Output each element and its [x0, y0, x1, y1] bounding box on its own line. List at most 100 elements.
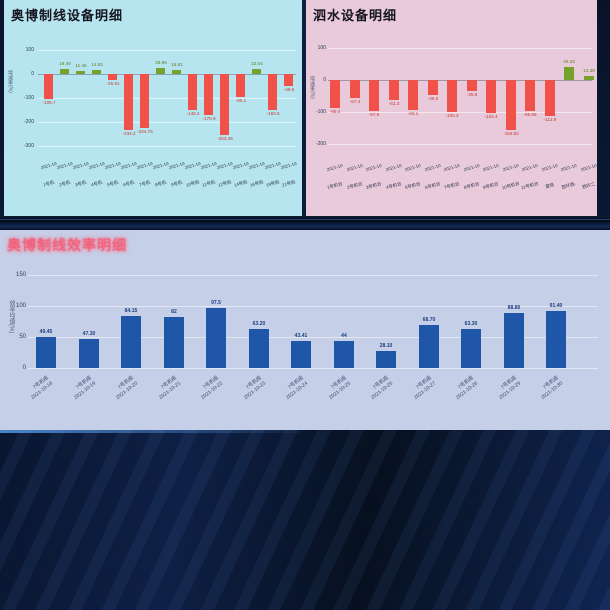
y-tick-label: 50 — [19, 334, 26, 340]
bar[interactable] — [188, 74, 197, 110]
bar-value-label: 47.30 — [82, 330, 95, 337]
bar[interactable] — [220, 74, 229, 135]
bar-value-label: -95.98 — [523, 111, 537, 118]
bar-value-label: -25.91 — [105, 81, 120, 87]
bar-value-label: -253.45 — [216, 136, 233, 142]
y-tick-label: -300 — [23, 143, 34, 149]
bar[interactable] — [60, 69, 69, 74]
bar[interactable] — [124, 74, 133, 131]
bar[interactable] — [544, 80, 555, 117]
bar[interactable] — [252, 68, 261, 74]
bar[interactable] — [206, 307, 226, 368]
gridline — [328, 80, 592, 81]
bar-value-label: 19.49 — [58, 61, 71, 68]
chart-title-aobo: 奥博制线设备明细 — [11, 8, 124, 23]
bar-value-label: 97.5 — [211, 299, 221, 306]
bar[interactable] — [505, 80, 516, 131]
bar[interactable] — [466, 80, 477, 92]
y-tick-label: 100 — [15, 303, 26, 309]
bar[interactable] — [204, 74, 213, 116]
bar[interactable] — [156, 67, 165, 74]
panel-aobo-equipment-chart: 奥博制线设备明细 增减率(%) 100 0 -100 -200 -300 -105.7 20… — [4, 0, 302, 216]
bar[interactable] — [564, 67, 574, 80]
bar-value-label: -57.4 — [349, 99, 360, 106]
y-axis-title: 增减率(%) — [7, 70, 13, 93]
bar-value-label: -150.5 — [265, 111, 280, 117]
bar-value-label: -105.7 — [41, 100, 56, 107]
plot-area-sishui: 100 0 -100 -200 -88.4 2021-10 1号机台 -57.4 2021-10… — [306, 0, 597, 216]
bar-value-label: -88.4 — [329, 109, 341, 116]
bar[interactable] — [108, 74, 117, 81]
bar[interactable] — [36, 337, 56, 368]
y-tick-label: 100 — [25, 47, 34, 53]
bar-value-label: 91.40 — [549, 303, 563, 310]
bar[interactable] — [76, 71, 85, 74]
bar-value-label: 11.46 — [74, 63, 87, 69]
gridline — [38, 146, 296, 147]
bar-value-label: -48.6 — [283, 86, 294, 93]
bar-value-label: 88.80 — [507, 305, 520, 311]
gridline — [28, 275, 598, 276]
panel-sishui-equipment-chart: 泗水设备明细 增减率(%) 100 0 -100 -200 -88.4 2021-10 1号… — [306, 0, 597, 216]
bar-value-label: 43.41 — [294, 333, 308, 339]
bar-value-label: 63.20 — [252, 321, 265, 327]
y-axis-title: 效率均值(%) — [8, 300, 14, 334]
bar[interactable] — [248, 328, 269, 368]
y-tick-label: -100 — [315, 109, 326, 115]
y-tick-label: 0 — [31, 71, 34, 77]
y-tick-label: 150 — [15, 272, 26, 278]
y-tick-label: 0 — [323, 77, 326, 83]
bar-value-label: -224.76 — [136, 129, 153, 135]
bar-value-label: 68.70 — [422, 317, 435, 324]
bar[interactable] — [92, 70, 101, 74]
bar[interactable] — [121, 315, 141, 368]
bar[interactable] — [546, 311, 566, 368]
bar[interactable] — [427, 80, 438, 95]
gridline — [38, 50, 296, 51]
bar[interactable] — [369, 80, 379, 112]
bar[interactable] — [330, 80, 340, 109]
bar[interactable] — [376, 350, 396, 368]
tables-section: 奥博制线单班电耗汇总 ⇅设备名称▼⇅时间范围▼⇅班次▼⇅电耗(kWh)▼ +14… — [0, 430, 610, 610]
bar[interactable] — [408, 80, 418, 110]
bar-value-label: -148.4 — [185, 110, 200, 117]
bar[interactable] — [388, 80, 399, 100]
plot-area-efficiency: 150 100 50 0 49.45 7号机组 2021-10-18 47.30 7号机组 202… — [0, 230, 610, 430]
bar-value-label: 49.45 — [39, 329, 53, 336]
bar-value-label: 22.04 — [250, 60, 263, 67]
bar[interactable] — [503, 312, 524, 368]
bar[interactable] — [583, 75, 594, 80]
bar[interactable] — [44, 74, 53, 100]
bar[interactable] — [291, 341, 311, 368]
bar[interactable] — [333, 340, 354, 368]
bar-value-label: -46.5 — [427, 96, 438, 102]
bar[interactable] — [268, 74, 277, 111]
bar-value-label: -103.4 — [484, 114, 498, 120]
bar-value-label: 28.10 — [379, 342, 393, 349]
y-tick-label: -200 — [23, 119, 34, 125]
bar-value-label: -93.1 — [407, 111, 419, 117]
bar[interactable] — [461, 328, 481, 368]
gridline — [28, 306, 598, 307]
gridline — [328, 144, 592, 145]
bar[interactable] — [236, 74, 245, 97]
bar[interactable] — [140, 74, 149, 128]
bar[interactable] — [447, 80, 457, 113]
bar[interactable] — [349, 80, 360, 99]
panel-efficiency-chart: 奥博制线效率明细 效率均值(%) 150 100 50 0 49.45 7号机组 2021-… — [0, 230, 610, 430]
bar-value-label: -95.1 — [235, 98, 246, 104]
bar[interactable] — [284, 74, 293, 86]
y-tick-label: 0 — [22, 365, 26, 371]
y-tick-label: -200 — [315, 141, 326, 147]
bar[interactable] — [172, 69, 181, 74]
bar[interactable] — [418, 325, 439, 368]
bar[interactable] — [525, 80, 535, 111]
bar-value-label: 82 — [170, 309, 177, 315]
bar[interactable] — [486, 80, 496, 114]
bar[interactable] — [78, 338, 99, 368]
bar-value-label: 14.83 — [90, 62, 103, 69]
bar[interactable] — [163, 317, 184, 368]
bar-value-label: -112.9 — [543, 117, 556, 123]
bar-value-label: -35.8 — [466, 92, 477, 99]
bar-value-label: 63.30 — [464, 320, 478, 327]
